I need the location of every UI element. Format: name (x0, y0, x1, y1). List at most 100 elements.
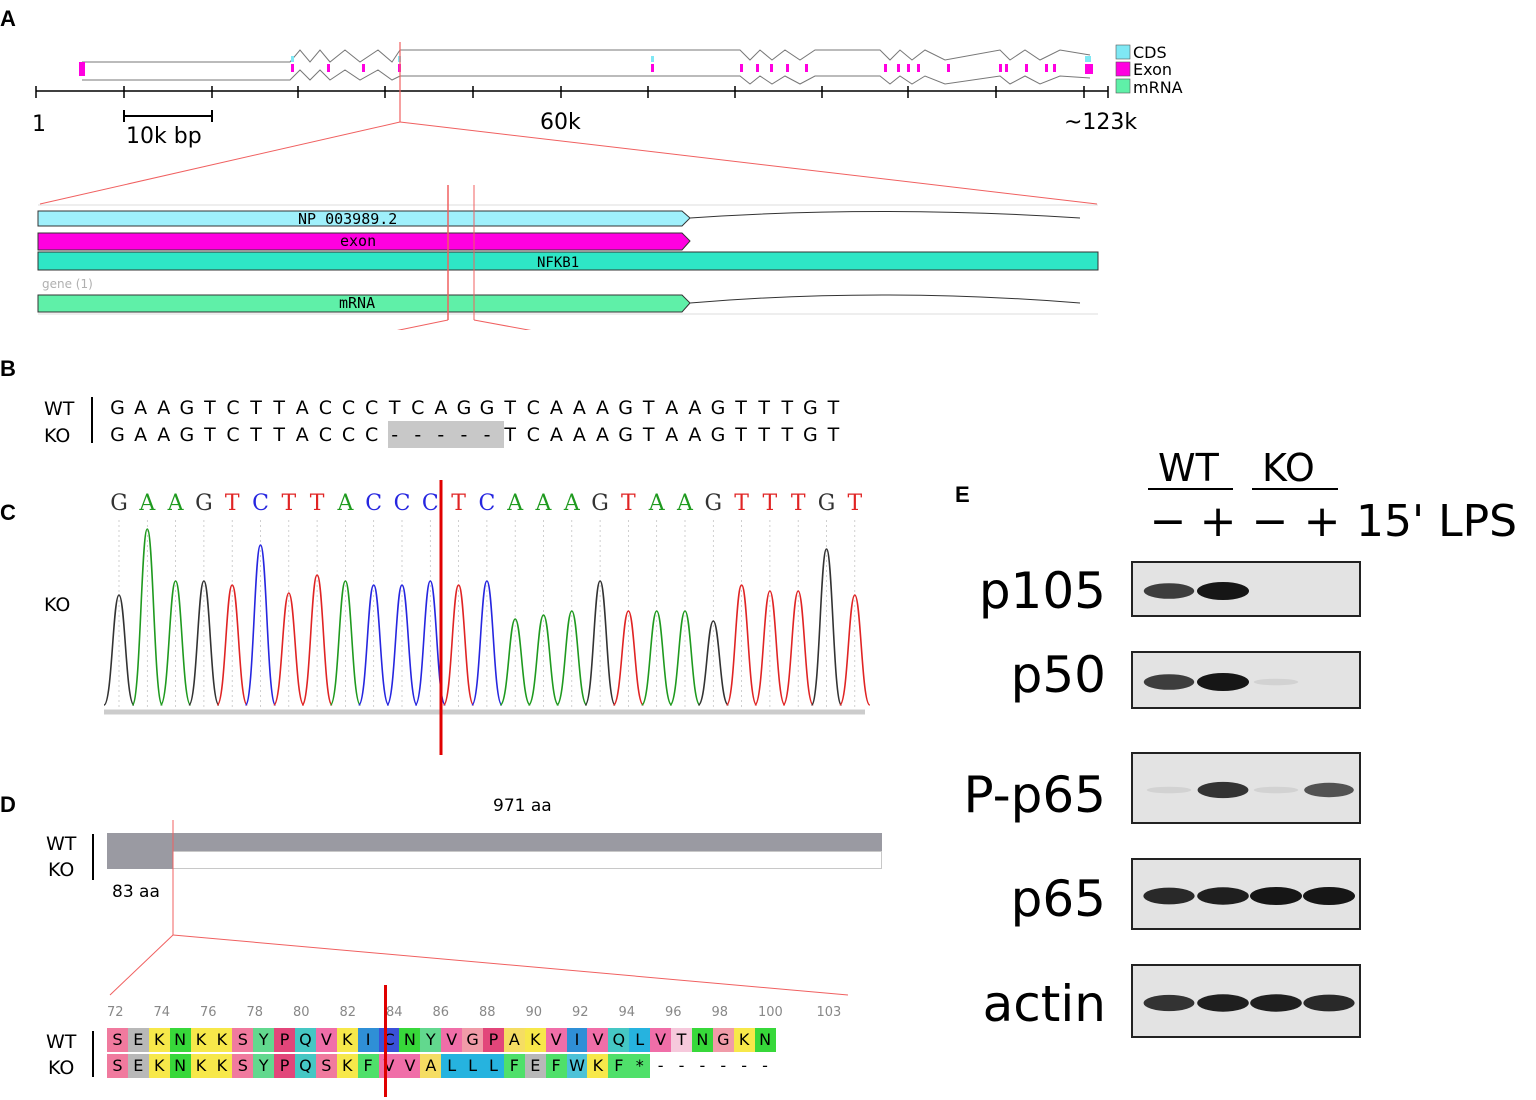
blot-band (1146, 786, 1192, 794)
axis-end-label: ~123k (1064, 110, 1137, 135)
seq-ko-label: KO (44, 425, 71, 447)
blot-label-p105: p105 (978, 562, 1106, 620)
legend: CDS Exon mRNA (1115, 43, 1183, 97)
zoom-line-left (39, 121, 401, 205)
trace-peak (556, 610, 588, 706)
wt-group-label: WT (1158, 446, 1219, 490)
trace-peak (131, 528, 164, 706)
residue-position: 78 (246, 1005, 264, 1020)
ko-group-line (1252, 488, 1338, 490)
trace-peak (499, 618, 531, 706)
residue-position: 92 (572, 1005, 589, 1020)
basecall-label: A (167, 491, 185, 516)
wt-base: A (572, 397, 586, 419)
ko-protein-bar (107, 851, 173, 869)
blot-band (1143, 887, 1195, 905)
trace-peak (216, 584, 248, 706)
ko-residue: L (483, 1054, 504, 1078)
wt-base: A (295, 397, 309, 419)
ko-residue: L (441, 1054, 463, 1078)
wt-base: C (526, 397, 540, 419)
wt-base: A (665, 397, 679, 419)
legend-swatch-mrna (1115, 78, 1131, 94)
blot-actin (1131, 964, 1361, 1038)
wt-residue: I (357, 1028, 379, 1052)
ko-base: T (827, 424, 840, 446)
basecall-label: G (591, 491, 609, 516)
residue-position: 72 (107, 1005, 124, 1020)
gene-map-panel-a: 1 60k ~123k 10k bp CDS Exon mRNA NP 0039… (32, 42, 1183, 330)
wt-base: A (596, 397, 610, 419)
ko-residue: F (503, 1054, 525, 1078)
blot-band (1197, 887, 1249, 905)
wt-base: C (364, 397, 379, 419)
ko-residue: L (462, 1054, 484, 1078)
residue-position: 100 (758, 1005, 783, 1020)
ko-base: A (157, 424, 171, 446)
ko-residue: Q (295, 1054, 316, 1078)
blot-band (1250, 887, 1302, 905)
ko-base: G (110, 424, 125, 446)
trace-peak (386, 584, 418, 706)
gene-caption: gene (1) (42, 277, 93, 291)
wt-base: T (250, 397, 262, 419)
basecall-label: A (506, 491, 524, 516)
protein-wt-label: WT (46, 833, 77, 855)
ko-base: A (665, 424, 679, 446)
basecall-label: C (252, 491, 269, 516)
residue-position-ruler: 72 74 76 78 80 82 84 86 88 90 92 94 96 98 100 103 (107, 1005, 852, 1025)
ko-residue: - (712, 1054, 734, 1078)
basecall-label: T (763, 491, 778, 516)
trace-peak (244, 544, 277, 706)
cds-track-label: NP 003989.2 (298, 210, 397, 228)
basecall-label: A (535, 491, 553, 516)
wt-residue: Y (420, 1028, 442, 1052)
ko-base: A (134, 424, 148, 446)
wt-residue: V (441, 1028, 463, 1052)
lane-1-label: − (1149, 496, 1187, 547)
protein-ko-label: KO (48, 859, 75, 881)
ko-residue: - (754, 1054, 776, 1078)
wt-base: T (758, 397, 770, 419)
gene-track-label: NFKB1 (537, 255, 579, 271)
ko-base: T (758, 424, 770, 446)
wt-residue: Q (295, 1028, 316, 1052)
blot-label-p50: p50 (1010, 646, 1106, 704)
ko-residue: F (545, 1054, 567, 1078)
chromatogram-ko-label: KO (44, 594, 71, 616)
basecall-label: T (621, 491, 636, 516)
basecall-label: A (676, 491, 694, 516)
axis-mid-label: 60k (540, 110, 581, 135)
ko-base: - (414, 424, 422, 446)
basecall-label: C (478, 491, 495, 516)
blot-label-p-p65: P-p65 (963, 766, 1106, 824)
wt-base: G (710, 397, 726, 419)
blot-band (1304, 782, 1354, 798)
wt-base: G (456, 397, 472, 419)
trace-peak (329, 580, 362, 706)
panel-label-e: E (955, 482, 970, 507)
alignment-ko-label: KO (48, 1057, 75, 1079)
gene-structure (82, 49, 1091, 85)
ko-residue: * (629, 1054, 651, 1078)
basecall-label: A (648, 491, 666, 516)
wt-base: T (273, 397, 285, 419)
ko-residue: - (650, 1054, 672, 1078)
wt-residue: V (587, 1028, 609, 1052)
residue-position: 80 (293, 1005, 310, 1020)
trace-peak (810, 548, 843, 706)
wt-residue: T (671, 1028, 692, 1052)
trace-peak (301, 574, 333, 706)
blot-p50 (1131, 651, 1361, 709)
wt-residue: S (107, 1028, 128, 1052)
ko-base: G (179, 424, 195, 446)
seq-wt-label: WT (44, 398, 75, 420)
ko-residue: P (274, 1054, 296, 1078)
trace-peak (725, 584, 758, 706)
blot-band (1253, 678, 1299, 686)
wt-residue: N (399, 1028, 421, 1052)
gene-track (37, 251, 1099, 271)
ko-base: T (250, 424, 262, 446)
blot-band (1197, 673, 1249, 691)
